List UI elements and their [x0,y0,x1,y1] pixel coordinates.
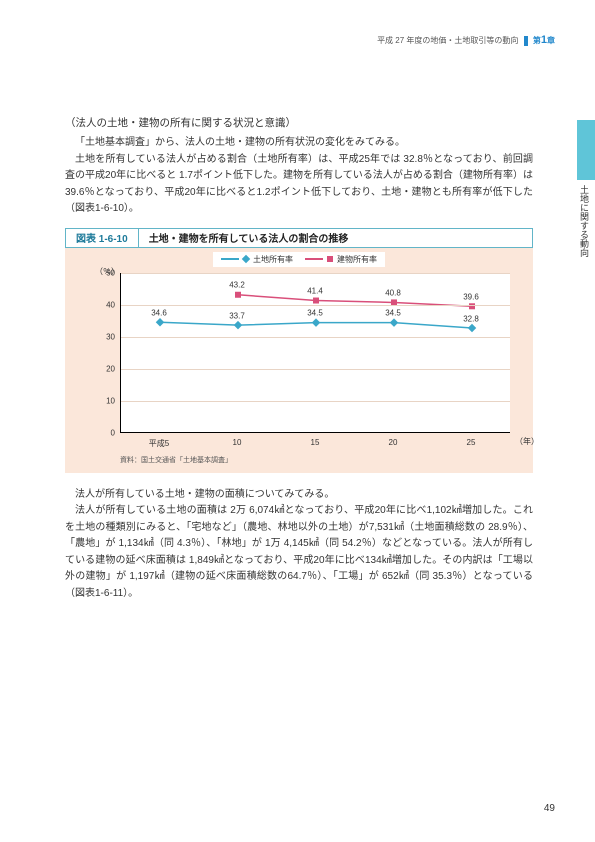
y-tick-label: 40 [95,300,115,309]
legend-item-land: 土地所有率 [221,254,293,265]
y-tick-label: 0 [95,428,115,437]
gridline [121,337,510,338]
data-marker [156,318,164,326]
square-marker-icon [327,256,333,262]
data-marker [313,297,319,303]
y-tick-label: 20 [95,364,115,373]
diamond-marker-icon [242,255,250,263]
page-header: 平成 27 年度の地価・土地取引等の動向 第1章 [377,34,555,46]
legend-line-building [305,258,323,260]
data-label: 34.6 [151,308,167,317]
page-number: 49 [544,803,555,814]
y-tick-label: 30 [95,332,115,341]
y-tick-label: 50 [95,268,115,277]
gridline [121,401,510,402]
legend-label-land: 土地所有率 [253,254,293,265]
gridline [121,305,510,306]
x-tick-label: 20 [389,438,398,447]
data-marker [235,291,241,297]
section-title: （法人の土地・建物の所有に関する状況と意識） [65,115,533,130]
paragraph-1-lead: 「土地基本調査」から、法人の土地・建物の所有状況の変化をみてみる。 [65,135,533,152]
paragraph-1-body: 土地を所有している法人が占める割合（土地所有率）は、平成25年では 32.8％と… [65,152,533,218]
data-label: 43.2 [229,281,245,290]
data-label: 33.7 [229,311,245,320]
chart-source: 資料：国土交通省「土地基本調査」 [120,455,232,465]
gridline [121,369,510,370]
data-label: 41.4 [307,287,323,296]
data-label: 39.6 [463,292,479,301]
paragraph-2-lead: 法人が所有している土地・建物の面積についてみてみる。 [65,487,533,504]
data-label: 32.8 [463,314,479,323]
gridline [121,273,510,274]
data-label: 34.5 [385,309,401,318]
side-tab-text: 土地に関する動向 [577,185,589,257]
data-marker [468,323,476,331]
x-tick-label: 15 [311,438,320,447]
data-marker [312,318,320,326]
chart-svg [121,273,510,432]
paragraph-2-body: 法人が所有している土地の面積は 2万 6,074㎢となっており、平成20年に比べ… [65,503,533,602]
header-bar [524,36,528,46]
y-tick-label: 10 [95,396,115,405]
legend-item-building: 建物所有率 [305,254,377,265]
x-tick-label: 10 [233,438,242,447]
data-marker [390,318,398,326]
figure-id: 図表 1-6-10 [66,229,139,247]
chart-legend: 土地所有率 建物所有率 [213,252,385,267]
legend-line-land [221,258,239,260]
figure-title-bar: 図表 1-6-10 土地・建物を所有している法人の割合の推移 [65,228,533,248]
chart: 土地所有率 建物所有率 （％） （年） 資料：国土交通省「土地基本調査」 010… [65,248,533,473]
content-area: （法人の土地・建物の所有に関する状況と意識） 「土地基本調査」から、法人の土地・… [65,115,533,602]
data-label: 34.5 [307,309,323,318]
chapter-label: 第1章 [533,36,555,45]
x-tick-label: 25 [467,438,476,447]
header-text: 平成 27 年度の地価・土地取引等の動向 [377,36,518,45]
side-tab [577,120,595,180]
data-label: 40.8 [385,288,401,297]
data-marker [234,320,242,328]
figure-title-text: 土地・建物を所有している法人の割合の推移 [139,229,359,247]
x-axis-unit: （年） [515,436,539,447]
plot-area [120,273,510,433]
x-tick-label: 平成5 [149,438,169,449]
legend-label-building: 建物所有率 [337,254,377,265]
